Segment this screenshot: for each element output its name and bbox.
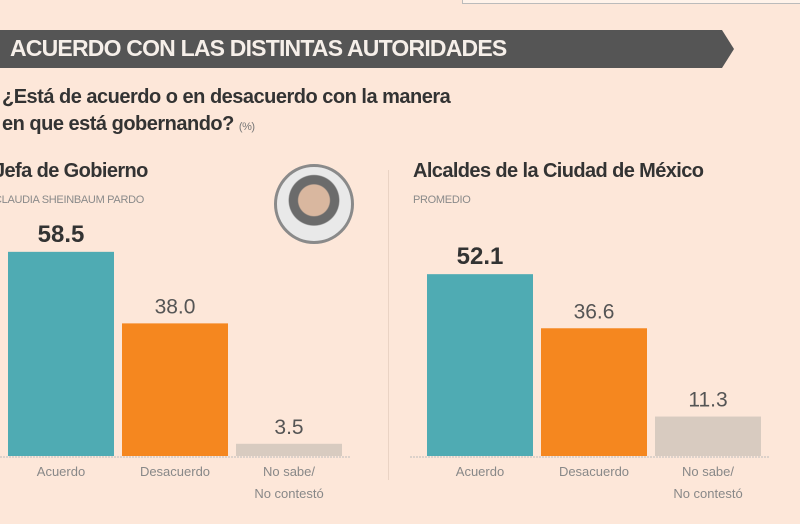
value-label: 11.3 (688, 389, 727, 412)
bar-1 (122, 323, 228, 456)
unit-label: (%) (238, 121, 255, 133)
title-banner (0, 30, 734, 68)
bar-2 (655, 416, 761, 456)
bar-0 (427, 274, 533, 456)
top-box (462, 0, 800, 4)
question-line1: ¿Está de acuerdo o en desacuerdo con la … (2, 86, 451, 108)
question: ¿Está de acuerdo o en desacuerdo con la … (2, 84, 451, 141)
chart-title: ACUERDO CON LAS DISTINTAS AUTORIDADES (10, 35, 507, 61)
panel-title-left: Jefa de Gobierno (0, 160, 148, 182)
value-label: 38.0 (155, 295, 196, 318)
value-label: 58.5 (38, 221, 85, 248)
panel-divider (388, 170, 389, 480)
panel-subtitle-left: CLAUDIA SHEINBAUM PARDO (0, 194, 144, 206)
panel-subtitle-right: PROMEDIO (413, 194, 471, 206)
bar-0 (8, 251, 114, 456)
value-label: 3.5 (274, 416, 303, 439)
category-label: Acuerdo (456, 464, 504, 479)
value-label: 52.1 (457, 243, 504, 270)
bar-1 (541, 328, 647, 456)
category-label: Acuerdo (37, 464, 85, 479)
bar-2 (236, 443, 342, 456)
category-label: No sabe/ (263, 464, 315, 479)
value-label: 36.6 (574, 300, 615, 323)
category-label: Desacuerdo (140, 464, 210, 479)
category-label: No contestó (673, 486, 742, 501)
category-label: No sabe/ (682, 464, 734, 479)
category-label: No contestó (254, 486, 323, 501)
panel-title-right: Alcaldes de la Ciudad de México (413, 160, 704, 182)
portrait-avatar (274, 164, 354, 244)
category-label: Desacuerdo (559, 464, 629, 479)
question-line2: en que está gobernando? (2, 113, 234, 135)
